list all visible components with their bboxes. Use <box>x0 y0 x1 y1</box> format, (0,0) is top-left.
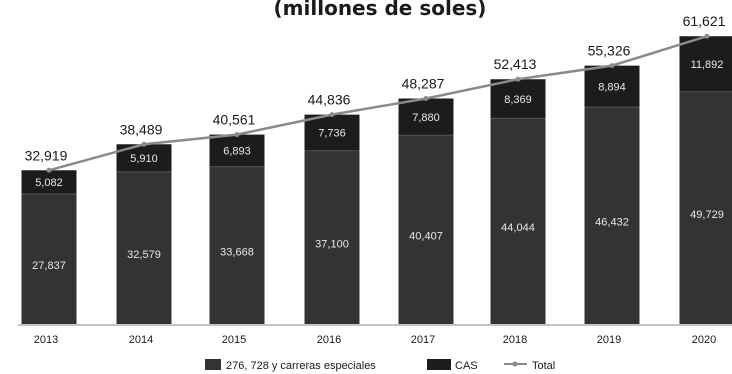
labels-group: 27,837 5,082 32,919 32,579 5,910 38,489 33,668… <box>25 13 726 272</box>
legend-marker-total <box>512 361 518 367</box>
label-cas-2015: 6,893 <box>223 146 251 158</box>
label-base-2016: 37,100 <box>315 238 349 250</box>
legend-swatch-cas <box>427 359 451 370</box>
label-cas-2019: 8,894 <box>598 81 626 93</box>
label-base-2018: 44,044 <box>501 222 535 234</box>
total-point-2017 <box>423 95 429 101</box>
label-base-2020: 49,729 <box>690 209 724 221</box>
label-cas-2017: 7,880 <box>412 112 440 124</box>
label-total-2019: 55,326 <box>588 43 631 59</box>
x-tick-2020: 2020 <box>692 334 716 346</box>
x-tick-2018: 2018 <box>503 334 527 346</box>
bar-cas-2020 <box>679 36 732 92</box>
label-base-2015: 33,668 <box>220 246 254 258</box>
bar-base-2018 <box>490 118 546 325</box>
label-total-2016: 44,836 <box>308 92 351 108</box>
legend: 276, 728 y carreras especiales CAS Total <box>205 359 555 372</box>
label-cas-2020: 11,892 <box>691 59 724 71</box>
chart-title: (millones de soles) <box>274 0 487 20</box>
bar-base-2017 <box>398 135 454 324</box>
bar-cas-2013 <box>21 170 77 195</box>
total-line <box>48 35 708 172</box>
label-cas-2014: 5,910 <box>130 153 158 165</box>
x-tick-2016: 2016 <box>317 334 341 346</box>
label-base-2014: 32,579 <box>127 249 161 261</box>
label-total-2017: 48,287 <box>402 75 445 91</box>
total-point-2014 <box>141 141 147 147</box>
label-base-2019: 46,432 <box>595 217 629 229</box>
bar-cas-2019 <box>584 65 640 108</box>
label-base-2017: 40,407 <box>409 231 443 243</box>
label-cas-2018: 8,369 <box>504 94 532 106</box>
label-cas-2016: 7,736 <box>318 128 346 140</box>
legend-label-base: 276, 728 y carreras especiales <box>226 360 376 372</box>
bar-base-2015 <box>209 166 265 324</box>
bar-cas-2015 <box>209 134 265 167</box>
total-line-group <box>46 33 710 173</box>
total-point-2016 <box>329 112 335 118</box>
bar-cas-2017 <box>398 98 454 136</box>
bar-base-2016 <box>304 150 360 324</box>
bar-base-2020 <box>679 91 732 325</box>
bars-group <box>21 36 732 325</box>
x-tick-2015: 2015 <box>222 334 246 346</box>
label-total-2014: 38,489 <box>120 121 163 137</box>
label-total-2015: 40,561 <box>213 112 256 128</box>
x-tick-2017: 2017 <box>411 334 435 346</box>
x-tick-2014: 2014 <box>129 334 153 346</box>
label-cas-2013: 5,082 <box>35 177 63 189</box>
x-tick-2013: 2013 <box>34 334 58 346</box>
x-tick-2019: 2019 <box>597 334 621 346</box>
bar-cas-2018 <box>490 79 546 119</box>
bar-base-2013 <box>21 194 77 324</box>
total-point-2013 <box>46 167 52 173</box>
legend-label-cas: CAS <box>455 360 478 372</box>
label-total-2018: 52,413 <box>494 56 537 72</box>
total-point-2018 <box>515 76 521 82</box>
label-total-2020: 61,621 <box>683 13 726 29</box>
label-total-2013: 32,919 <box>25 147 68 163</box>
label-base-2013: 27,837 <box>32 260 66 272</box>
bar-cas-2016 <box>304 114 360 151</box>
total-point-2015 <box>234 132 240 138</box>
total-point-2020 <box>704 33 710 39</box>
total-point-2019 <box>609 63 615 69</box>
x-tick-labels: 2013 2014 2015 2016 2017 2018 2019 2020 <box>34 334 716 346</box>
bar-base-2014 <box>116 171 172 324</box>
legend-label-total: Total <box>532 360 555 372</box>
bar-base-2019 <box>584 107 640 324</box>
legend-swatch-base <box>205 359 221 370</box>
